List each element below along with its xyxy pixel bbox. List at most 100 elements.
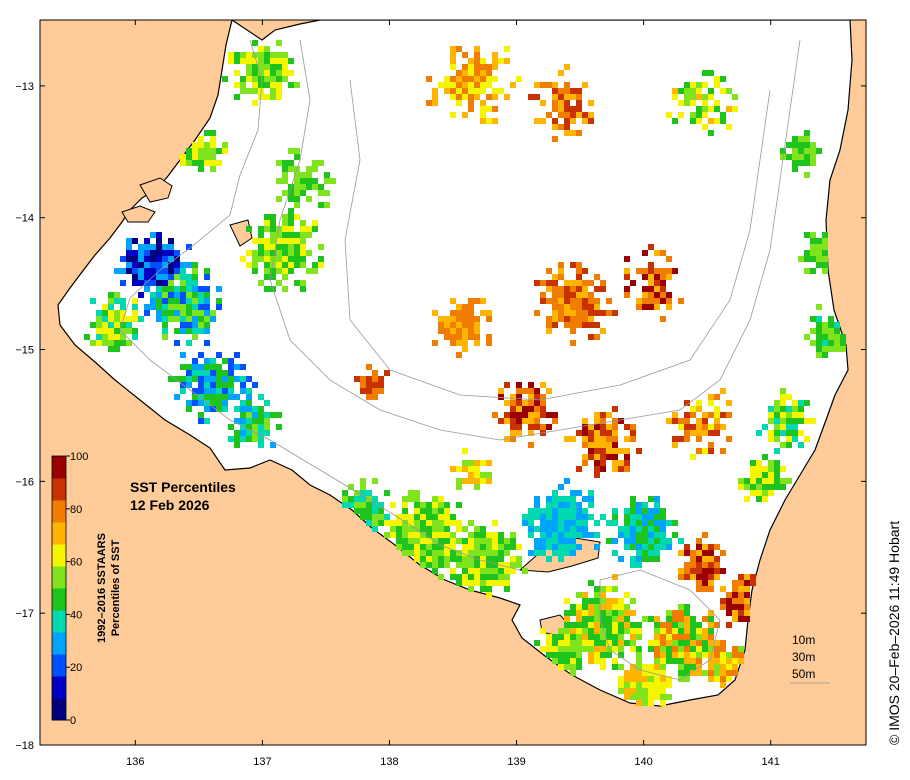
sst-pixel xyxy=(564,436,570,442)
sst-pixel xyxy=(288,244,294,250)
sst-pixel xyxy=(174,256,180,262)
y-tick-label: −15 xyxy=(15,345,34,357)
sst-pixel xyxy=(168,274,174,280)
sst-pixel xyxy=(198,166,204,172)
sst-pixel xyxy=(528,94,534,100)
sst-pixel xyxy=(690,670,696,676)
sst-pixel xyxy=(450,538,456,544)
sst-pixel xyxy=(132,316,138,322)
sst-pixel xyxy=(192,304,198,310)
sst-pixel xyxy=(750,478,756,484)
sst-pixel xyxy=(300,190,306,196)
sst-pixel xyxy=(120,256,126,262)
sst-pixel xyxy=(678,550,684,556)
sst-pixel xyxy=(642,274,648,280)
sst-pixel xyxy=(96,334,102,340)
sst-pixel xyxy=(600,442,606,448)
sst-pixel xyxy=(240,52,246,58)
sst-pixel xyxy=(714,394,720,400)
sst-pixel xyxy=(384,490,390,496)
sst-pixel xyxy=(816,256,822,262)
sst-pixel xyxy=(606,442,612,448)
sst-pixel xyxy=(492,76,498,82)
sst-pixel xyxy=(396,532,402,538)
sst-pixel xyxy=(744,574,750,580)
colorbar-tick-label: 0 xyxy=(70,715,76,727)
sst-pixel xyxy=(456,526,462,532)
sst-pixel xyxy=(558,106,564,112)
sst-pixel xyxy=(552,286,558,292)
sst-pixel xyxy=(594,334,600,340)
sst-pixel xyxy=(558,310,564,316)
sst-pixel xyxy=(252,382,258,388)
sst-pixel xyxy=(432,544,438,550)
sst-pixel xyxy=(732,94,738,100)
sst-pixel xyxy=(486,76,492,82)
sst-pixel xyxy=(684,640,690,646)
sst-pixel xyxy=(168,280,174,286)
sst-pixel xyxy=(774,466,780,472)
sst-pixel xyxy=(540,118,546,124)
sst-pixel xyxy=(726,400,732,406)
sst-pixel xyxy=(678,610,684,616)
sst-pixel xyxy=(534,526,540,532)
sst-pixel xyxy=(246,58,252,64)
sst-pixel xyxy=(708,412,714,418)
sst-pixel xyxy=(810,250,816,256)
sst-pixel xyxy=(432,100,438,106)
sst-pixel xyxy=(510,544,516,550)
sst-pixel xyxy=(300,262,306,268)
sst-pixel xyxy=(426,502,432,508)
sst-pixel xyxy=(90,298,96,304)
sst-pixel xyxy=(156,316,162,322)
sst-pixel xyxy=(450,46,456,52)
sst-pixel xyxy=(612,454,618,460)
sst-pixel xyxy=(540,100,546,106)
sst-pixel xyxy=(498,574,504,580)
sst-pixel xyxy=(630,622,636,628)
sst-pixel xyxy=(570,280,576,286)
sst-pixel xyxy=(528,388,534,394)
sst-pixel xyxy=(570,436,576,442)
sst-pixel xyxy=(660,292,666,298)
sst-pixel xyxy=(390,520,396,526)
sst-pixel xyxy=(708,430,714,436)
sst-pixel xyxy=(678,622,684,628)
sst-pixel xyxy=(456,310,462,316)
sst-pixel xyxy=(744,610,750,616)
sst-pixel xyxy=(726,652,732,658)
sst-pixel xyxy=(840,340,846,346)
sst-pixel xyxy=(780,388,786,394)
sst-pixel xyxy=(258,256,264,262)
sst-pixel xyxy=(594,616,600,622)
sst-pixel xyxy=(258,280,264,286)
sst-pixel xyxy=(510,82,516,88)
sst-pixel xyxy=(714,574,720,580)
sst-pixel xyxy=(570,652,576,658)
sst-pixel xyxy=(510,430,516,436)
sst-pixel xyxy=(462,316,468,322)
sst-pixel xyxy=(528,442,534,448)
sst-pixel xyxy=(690,118,696,124)
sst-pixel xyxy=(504,382,510,388)
sst-pixel xyxy=(486,472,492,478)
sst-pixel xyxy=(534,412,540,418)
sst-pixel xyxy=(756,490,762,496)
sst-pixel xyxy=(438,496,444,502)
sst-pixel xyxy=(522,412,528,418)
sst-pixel xyxy=(804,250,810,256)
sst-pixel xyxy=(504,94,510,100)
sst-pixel xyxy=(156,310,162,316)
sst-pixel xyxy=(726,412,732,418)
sst-pixel xyxy=(780,478,786,484)
sst-pixel xyxy=(234,436,240,442)
sst-pixel xyxy=(84,334,90,340)
sst-pixel xyxy=(174,394,180,400)
sst-pixel xyxy=(588,598,594,604)
sst-pixel xyxy=(774,472,780,478)
sst-pixel xyxy=(174,310,180,316)
sst-pixel xyxy=(468,532,474,538)
sst-pixel xyxy=(282,172,288,178)
sst-pixel xyxy=(162,304,168,310)
sst-pixel xyxy=(516,424,522,430)
